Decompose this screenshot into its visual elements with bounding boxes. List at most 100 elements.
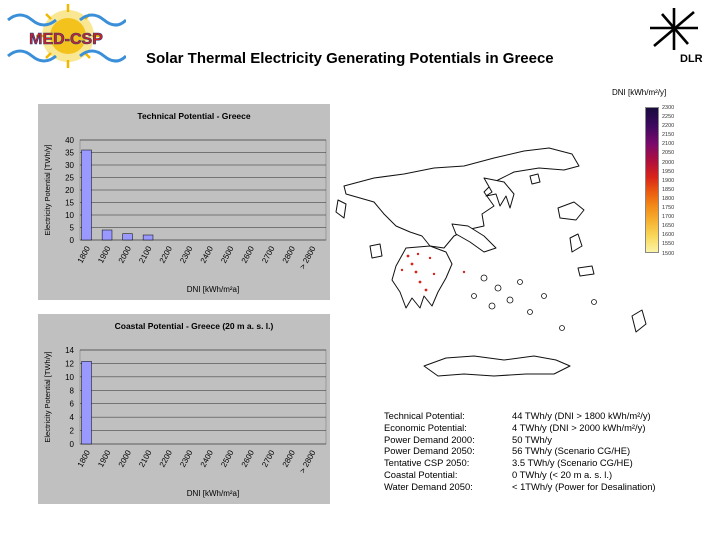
y-axis-label: Electricity Potential [TWh/y]: [43, 351, 52, 442]
dlr-emblem-icon: [650, 8, 698, 50]
stat-value: 4 TWh/y (DNI > 2000 kWh/m²/y): [512, 421, 646, 433]
dni-legend-tick: 2050: [662, 150, 675, 157]
y-tick-label: 0: [70, 440, 75, 449]
x-tick-label: 1900: [96, 244, 113, 264]
plot-area: [79, 349, 327, 445]
dlr-wordmark: DLR: [680, 53, 703, 65]
stats-labels: Technical Potential: Economic Potential: P…: [384, 410, 514, 493]
y-tick-label: 14: [65, 346, 74, 355]
dni-legend-tick: 1900: [662, 177, 675, 184]
dni-legend-tick: 1600: [662, 232, 675, 239]
x-tick-label: 2000: [117, 244, 134, 264]
stats-values: 44 TWh/y (DNI > 1800 kWh/m²/y) 4 TWh/y (D…: [512, 410, 712, 493]
cyclades-islands: [471, 274, 597, 331]
dni-legend-tick: 2000: [662, 159, 675, 166]
y-tick-label: 12: [65, 359, 74, 368]
bar: [101, 229, 113, 241]
dni-legend-tick: 1550: [662, 241, 675, 248]
y-tick-label: 8: [70, 386, 75, 395]
stat-label: Technical Potential:: [384, 410, 465, 421]
y-axis-label: Electricity Potential [TWh/y]: [43, 144, 52, 235]
wave-icon: [7, 13, 128, 63]
chart-title: Technical Potential - Greece: [137, 111, 250, 121]
x-tick-label: 2600: [240, 244, 257, 264]
x-tick-label: 2300: [178, 448, 195, 468]
x-axis-label: DNI [kWh/m²a]: [187, 489, 239, 498]
chalkidiki-outline: [483, 177, 515, 209]
dni-legend-tick: 1800: [662, 195, 675, 202]
x-tick-label: 1800: [76, 448, 93, 468]
stat-label: Economic Potential:: [384, 421, 467, 433]
med-csp-logo: MED-CSP: [6, 4, 128, 72]
lesvos-outline: [557, 201, 585, 221]
y-tick-label: 2: [70, 427, 75, 436]
x-tick-label: 2500: [219, 244, 236, 264]
x-tick-label: 2100: [137, 448, 154, 468]
dni-legend-tick: 1650: [662, 223, 675, 230]
y-tick-label: 40: [65, 136, 74, 145]
technical-potential-chart: Technical Potential - Greece 0 5 10 15 20 25 30…: [43, 111, 327, 294]
stat-label: Power Demand 2050:: [384, 445, 475, 457]
y-tick-label: 6: [70, 400, 75, 409]
stat-label: Water Demand 2050:: [384, 480, 473, 492]
greece-dni-map: [334, 96, 714, 406]
x-tick-label: > 2800: [298, 448, 318, 475]
x-tick-label: 2400: [199, 448, 216, 468]
stat-value: < 1TWh/y (Power for Desalination): [512, 480, 656, 492]
y-tick-label: 30: [65, 161, 74, 170]
dni-legend-tick: 2100: [662, 141, 675, 148]
y-tick-label: 4: [70, 413, 75, 422]
peloponnese-outline: [391, 245, 453, 309]
crete-outline: [423, 355, 571, 377]
y-tick-label: 15: [65, 199, 74, 208]
x-tick-label: 1800: [76, 244, 93, 264]
stat-value: 50 TWh/y: [512, 433, 552, 445]
dni-legend-tick: 2300: [662, 105, 675, 111]
x-tick-label: > 2800: [298, 244, 318, 271]
y-tick-label: 10: [65, 211, 74, 220]
dni-legend-title: DNI [kWh/m²/y]: [612, 88, 667, 97]
x-tick-label: 2200: [158, 448, 175, 468]
x-tick-label: 2700: [260, 448, 277, 468]
dni-legend-ticks: 2300 2250 2200 2150 2100 2050 2000 1950 1900 1850…: [662, 104, 686, 259]
x-tick-label: 2400: [199, 244, 216, 264]
stat-label: Power Demand 2000:: [384, 433, 475, 445]
bar: [122, 233, 133, 241]
x-tick-label: 2100: [137, 244, 154, 264]
y-tick-label: 5: [70, 224, 75, 233]
y-tick-label: 0: [70, 236, 75, 245]
bar: [81, 149, 92, 241]
x-tick-label: 2000: [117, 448, 134, 468]
dni-legend-tick: 1750: [662, 205, 675, 212]
stat-value: 0 TWh/y (< 20 m a. s. l.): [512, 468, 613, 480]
sun-icon: [36, 4, 100, 68]
stat-value: 3.5 TWh/y (Scenario CG/HE): [512, 457, 633, 469]
x-tick-label: 2700: [260, 244, 277, 264]
dni-legend-tick: 2200: [662, 123, 675, 130]
dni-legend-tick: 1500: [662, 250, 675, 257]
technical-potential-chart-panel: Technical Potential - Greece 0 5 10 15 20 25 30…: [38, 104, 330, 300]
evia-outline: [451, 223, 497, 253]
med-csp-wordmark: MED-CSP: [29, 31, 103, 48]
x-tick-label: 1900: [96, 448, 113, 468]
y-tick-label: 25: [65, 174, 74, 183]
samos-outline: [577, 265, 595, 277]
rhodes-outline: [631, 309, 647, 333]
stat-value: 56 TWh/y (Scenario CG/HE): [512, 445, 631, 457]
thasos-outline: [529, 173, 541, 185]
dlr-logo: DLR: [640, 6, 716, 66]
dni-legend-tick: 1700: [662, 214, 675, 221]
dni-hotspots: [400, 252, 466, 292]
dni-color-scale: [645, 107, 659, 253]
dni-legend-tick: 1850: [662, 186, 675, 193]
slide-title: Solar Thermal Electricity Generating Pot…: [146, 50, 554, 67]
bar: [142, 234, 154, 241]
y-tick-label: 20: [65, 186, 74, 195]
chios-outline: [569, 233, 583, 253]
x-tick-label: 2500: [219, 448, 236, 468]
kefalonia-outline: [369, 243, 383, 259]
x-tick-label: 2800: [281, 448, 298, 468]
chart-title: Coastal Potential - Greece (20 m a. s. l…: [115, 321, 274, 331]
dni-legend-tick: 2250: [662, 114, 675, 121]
x-axis-label: DNI [kWh/m²a]: [187, 285, 239, 294]
